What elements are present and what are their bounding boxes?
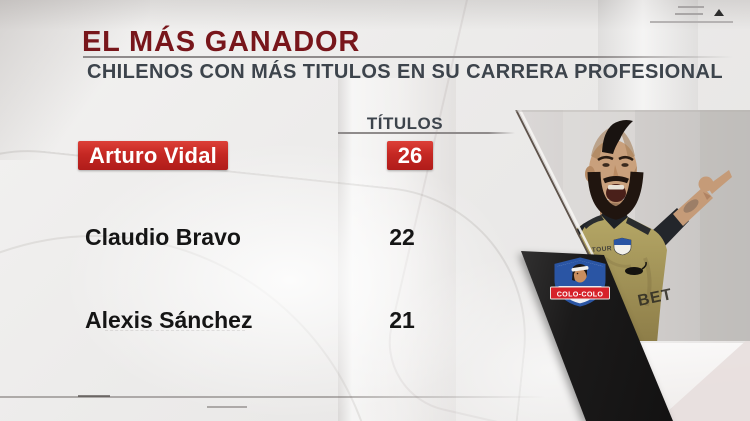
player-name-highlighted: Arturo Vidal (78, 141, 228, 170)
player-titles-highlighted: 26 (387, 141, 433, 170)
background-rule (0, 396, 545, 398)
menu-lines-icon (675, 13, 703, 15)
value-column-divider (338, 132, 515, 134)
value-column-header: TÍTULOS (366, 114, 444, 133)
page-subtitle: CHILENOS CON MÁS TITULOS EN SU CARRERA P… (87, 61, 723, 83)
background-dashes (105, 330, 245, 331)
player-name: Alexis Sánchez (85, 307, 253, 333)
background-corner-shade (0, 0, 150, 160)
title-divider (83, 56, 733, 58)
svg-text:BET: BET (636, 286, 674, 310)
player-name: Claudio Bravo (85, 224, 241, 250)
svg-text:COLO-COLO: COLO-COLO (557, 289, 604, 298)
menu-lines-icon (678, 6, 704, 8)
widget-divider (650, 21, 733, 23)
player-titles: 22 (389, 224, 415, 250)
mohawk (602, 120, 633, 154)
player-titles: 21 (389, 307, 415, 333)
collapse-triangle-icon (714, 9, 724, 16)
svg-text:TOUR: TOUR (592, 245, 613, 254)
beard (587, 171, 644, 220)
page-title: EL MÁS GANADOR (82, 26, 361, 58)
background-rule-short (207, 406, 247, 408)
colo-colo-crest-icon: COLO-COLO (550, 257, 610, 307)
background-rule-dark-segment (78, 395, 110, 398)
